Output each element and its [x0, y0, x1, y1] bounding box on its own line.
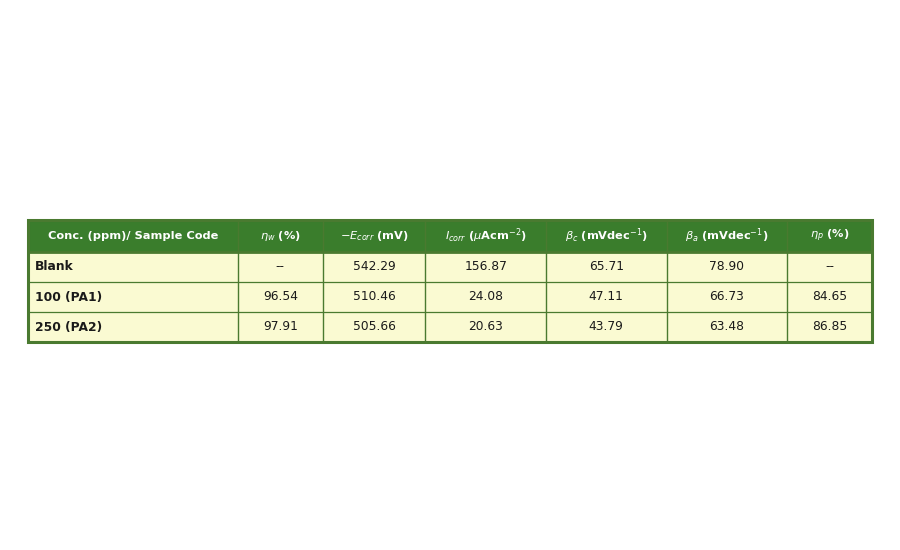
Text: --: -- — [825, 261, 834, 273]
Text: 65.71: 65.71 — [589, 261, 624, 273]
Text: 97.91: 97.91 — [263, 321, 298, 333]
Text: 63.48: 63.48 — [709, 321, 744, 333]
Text: --: -- — [275, 261, 284, 273]
Bar — [28, 312, 872, 342]
Bar — [28, 220, 872, 252]
Text: 20.63: 20.63 — [468, 321, 503, 333]
Text: $\beta_a$ (mVdec$^{-1}$): $\beta_a$ (mVdec$^{-1}$) — [685, 227, 769, 245]
Text: 510.46: 510.46 — [353, 290, 395, 304]
Text: Blank: Blank — [35, 261, 74, 273]
Text: 250 (PA2): 250 (PA2) — [35, 321, 102, 333]
Text: 43.79: 43.79 — [589, 321, 624, 333]
Text: 84.65: 84.65 — [812, 290, 847, 304]
Text: 96.54: 96.54 — [263, 290, 298, 304]
Text: 78.90: 78.90 — [709, 261, 744, 273]
Text: $\eta_w$ (%): $\eta_w$ (%) — [260, 229, 301, 243]
Text: 86.85: 86.85 — [812, 321, 847, 333]
Text: 542.29: 542.29 — [353, 261, 395, 273]
Text: 100 (PA1): 100 (PA1) — [35, 290, 102, 304]
Text: 47.11: 47.11 — [589, 290, 624, 304]
Text: 505.66: 505.66 — [353, 321, 395, 333]
Text: $I_{corr}$ ($\mu$Acm$^{-2}$): $I_{corr}$ ($\mu$Acm$^{-2}$) — [445, 227, 526, 245]
Text: 156.87: 156.87 — [464, 261, 508, 273]
Text: $-E_{corr}$ (mV): $-E_{corr}$ (mV) — [339, 229, 409, 243]
Text: 66.73: 66.73 — [709, 290, 744, 304]
Bar — [28, 220, 872, 342]
Bar — [28, 252, 872, 282]
Text: $\eta_p$ (%): $\eta_p$ (%) — [810, 228, 850, 244]
Text: 24.08: 24.08 — [468, 290, 503, 304]
Bar — [28, 282, 872, 312]
Text: Conc. (ppm)/ Sample Code: Conc. (ppm)/ Sample Code — [48, 231, 218, 241]
Text: $\beta_c$ (mVdec$^{-1}$): $\beta_c$ (mVdec$^{-1}$) — [565, 227, 648, 245]
